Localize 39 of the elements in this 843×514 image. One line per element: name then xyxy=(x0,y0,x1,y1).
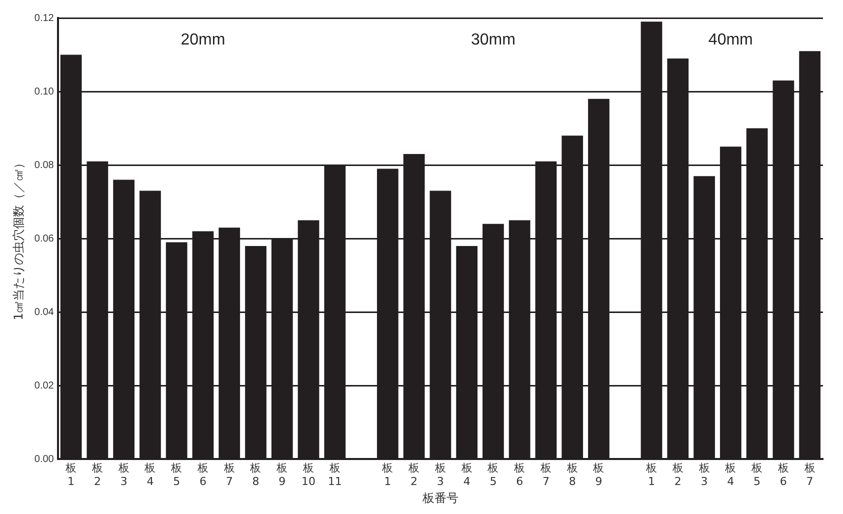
x-tick-label: 板 7 xyxy=(222,462,235,488)
x-tick-label: 板 7 xyxy=(803,462,816,488)
x-tick-label: 板 8 xyxy=(566,462,578,488)
x-tick-label: 板 6 xyxy=(776,462,789,488)
x-tick-label: 板 5 xyxy=(486,462,499,488)
x-tick-label: 板 3 xyxy=(117,462,130,488)
x-tick-label: 板 5 xyxy=(170,462,182,488)
x-tick-label: 板 1 xyxy=(64,462,77,488)
x-tick-label: 板 9 xyxy=(592,462,604,488)
x-tick-label: 板 5 xyxy=(750,462,763,488)
annotation: 30mm xyxy=(470,31,516,48)
y-axis-title: 1㎠当たりの虫穴個数（／㎠） xyxy=(11,156,26,320)
y-tick-label: 0.00 xyxy=(34,454,54,465)
x-tick-label: 板 9 xyxy=(276,462,288,488)
x-tick-label: 板 2 xyxy=(671,462,684,488)
x-tick-label: 板 4 xyxy=(144,462,156,488)
x-tick-label: 板 6 xyxy=(196,462,208,488)
y-tick-label: 0.04 xyxy=(34,306,54,318)
x-tick-label: 板 8 xyxy=(249,462,262,488)
x-tick-label: 板 3 xyxy=(434,462,446,488)
x-tick-label: 板 4 xyxy=(460,462,472,488)
x-tick-label: 板 7 xyxy=(539,462,552,488)
x-tick-label: 板 3 xyxy=(698,462,710,488)
x-tick-label: 板 6 xyxy=(513,462,526,488)
x-tick-label: 板 2 xyxy=(408,462,420,488)
y-tick-label: 0.10 xyxy=(34,86,54,98)
x-tick-label: 板 4 xyxy=(724,462,736,488)
y-tick-label: 0.08 xyxy=(34,160,54,171)
y-tick-label: 0.06 xyxy=(34,233,54,244)
x-axis-title: 板番号 xyxy=(421,490,458,505)
x-tick-label: 板 11 xyxy=(328,462,342,488)
x-tick-label: 板 2 xyxy=(90,462,103,488)
x-tick-label: 板 1 xyxy=(645,462,658,488)
x-tick-label: 板 10 xyxy=(302,462,316,488)
y-tick-label: 0.12 xyxy=(34,12,54,24)
x-tick-label: 板 1 xyxy=(381,462,394,488)
annotation: 40mm xyxy=(708,31,753,48)
annotation: 20mm xyxy=(180,31,226,48)
y-tick-label: 0.02 xyxy=(34,380,54,392)
